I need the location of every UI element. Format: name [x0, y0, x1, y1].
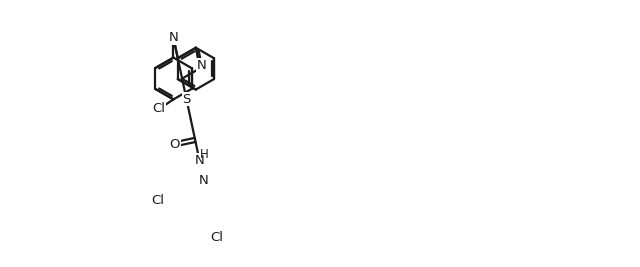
Text: O: O — [170, 138, 180, 151]
Text: S: S — [182, 93, 191, 105]
Text: Cl: Cl — [210, 231, 223, 244]
Text: N: N — [199, 174, 209, 187]
Text: N: N — [168, 31, 179, 44]
Text: N: N — [195, 154, 204, 167]
Text: H: H — [200, 148, 209, 162]
Text: Cl: Cl — [151, 194, 164, 207]
Text: N: N — [196, 59, 206, 72]
Text: Cl: Cl — [152, 102, 165, 115]
